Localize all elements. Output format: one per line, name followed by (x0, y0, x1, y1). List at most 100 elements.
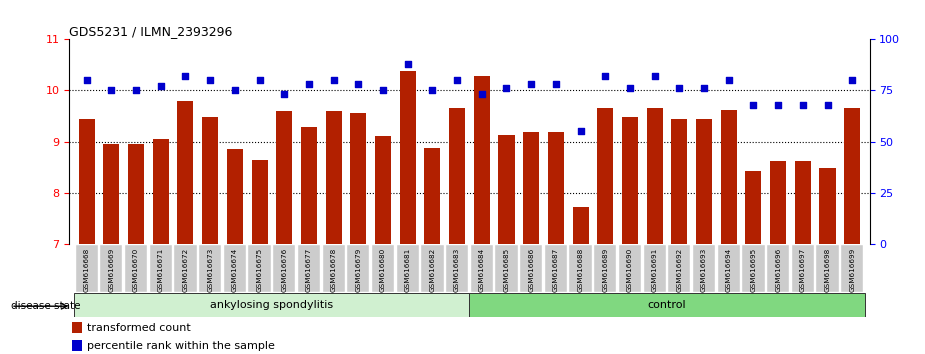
Point (376, 87, 390, 93)
Text: GSM616678: GSM616678 (330, 248, 337, 292)
FancyBboxPatch shape (767, 245, 789, 292)
FancyBboxPatch shape (718, 245, 740, 292)
Bar (771, 161, 786, 244)
Point (648, 73, 662, 79)
Point (401, 61, 415, 67)
FancyBboxPatch shape (471, 245, 493, 292)
FancyBboxPatch shape (668, 245, 690, 292)
Point (154, 83, 168, 89)
FancyBboxPatch shape (224, 245, 246, 292)
FancyBboxPatch shape (693, 245, 715, 292)
Point (253, 77, 267, 83)
Text: GSM616679: GSM616679 (355, 248, 362, 292)
Text: GSM616698: GSM616698 (824, 248, 831, 292)
Text: transformed count: transformed count (87, 323, 191, 333)
Text: GSM616680: GSM616680 (380, 248, 386, 292)
FancyBboxPatch shape (817, 245, 839, 292)
Text: GSM616676: GSM616676 (281, 248, 288, 292)
FancyBboxPatch shape (520, 245, 542, 292)
Bar (672, 119, 687, 244)
Text: GSM616681: GSM616681 (405, 248, 411, 292)
Bar (449, 108, 465, 244)
FancyBboxPatch shape (347, 245, 369, 292)
Bar (178, 101, 193, 244)
Text: control: control (648, 300, 686, 310)
Text: percentile rank within the sample: percentile rank within the sample (87, 341, 275, 350)
FancyBboxPatch shape (496, 245, 518, 292)
Bar (746, 171, 761, 244)
FancyBboxPatch shape (397, 245, 419, 292)
Text: GSM616668: GSM616668 (83, 248, 90, 292)
Bar (227, 149, 243, 244)
Text: GSM616672: GSM616672 (182, 248, 189, 292)
Bar (252, 160, 267, 244)
Point (524, 81, 538, 87)
Text: ankylosing spondylitis: ankylosing spondylitis (210, 300, 333, 310)
Bar (202, 117, 218, 244)
Point (771, 102, 785, 108)
Point (351, 81, 365, 87)
Text: GSM616686: GSM616686 (528, 248, 534, 292)
Text: GSM616670: GSM616670 (133, 248, 139, 292)
FancyBboxPatch shape (570, 245, 592, 292)
Text: GSM616695: GSM616695 (750, 248, 757, 292)
Bar (721, 110, 737, 244)
Text: GSM616675: GSM616675 (256, 248, 263, 292)
Text: GSM616674: GSM616674 (232, 248, 238, 292)
FancyBboxPatch shape (594, 245, 616, 292)
Point (623, 85, 637, 91)
Text: GSM616690: GSM616690 (627, 248, 633, 292)
FancyBboxPatch shape (298, 245, 320, 292)
Text: GSM616699: GSM616699 (849, 248, 856, 292)
Bar (153, 139, 168, 244)
FancyBboxPatch shape (372, 245, 394, 292)
Point (129, 87, 143, 93)
Bar (400, 71, 415, 244)
Point (820, 102, 835, 108)
Bar (326, 111, 341, 244)
Bar (548, 132, 564, 244)
Point (549, 81, 563, 87)
FancyBboxPatch shape (421, 245, 443, 292)
FancyBboxPatch shape (74, 293, 470, 317)
Point (178, 73, 192, 79)
Text: GSM616688: GSM616688 (577, 248, 584, 292)
Text: GSM616673: GSM616673 (207, 248, 213, 292)
Text: GSM616677: GSM616677 (306, 248, 312, 292)
Bar (72, 340, 81, 351)
Text: GSM616669: GSM616669 (108, 248, 115, 292)
Point (425, 87, 439, 93)
FancyBboxPatch shape (199, 245, 221, 292)
Bar (375, 137, 391, 244)
Point (450, 77, 464, 83)
Bar (79, 119, 94, 244)
Text: GSM616697: GSM616697 (800, 248, 806, 292)
Bar (277, 111, 292, 244)
Text: GDS5231 / ILMN_2393296: GDS5231 / ILMN_2393296 (69, 25, 233, 38)
Bar (474, 76, 490, 244)
Point (574, 129, 588, 134)
Point (80, 77, 94, 83)
Bar (499, 136, 514, 244)
Bar (622, 117, 638, 244)
FancyBboxPatch shape (125, 245, 147, 292)
FancyBboxPatch shape (743, 245, 765, 292)
FancyBboxPatch shape (644, 245, 666, 292)
Text: GSM616696: GSM616696 (775, 248, 781, 292)
Point (722, 77, 736, 83)
Bar (647, 108, 662, 244)
Point (302, 81, 316, 87)
Point (104, 87, 118, 93)
Point (327, 77, 341, 83)
Bar (598, 108, 613, 244)
FancyBboxPatch shape (249, 245, 271, 292)
Point (746, 102, 761, 108)
Text: GSM616685: GSM616685 (503, 248, 510, 292)
Point (672, 85, 686, 91)
Point (697, 85, 711, 91)
FancyBboxPatch shape (792, 245, 814, 292)
Point (845, 77, 859, 83)
Point (228, 87, 242, 93)
Text: GSM616694: GSM616694 (726, 248, 732, 292)
Point (598, 73, 612, 79)
